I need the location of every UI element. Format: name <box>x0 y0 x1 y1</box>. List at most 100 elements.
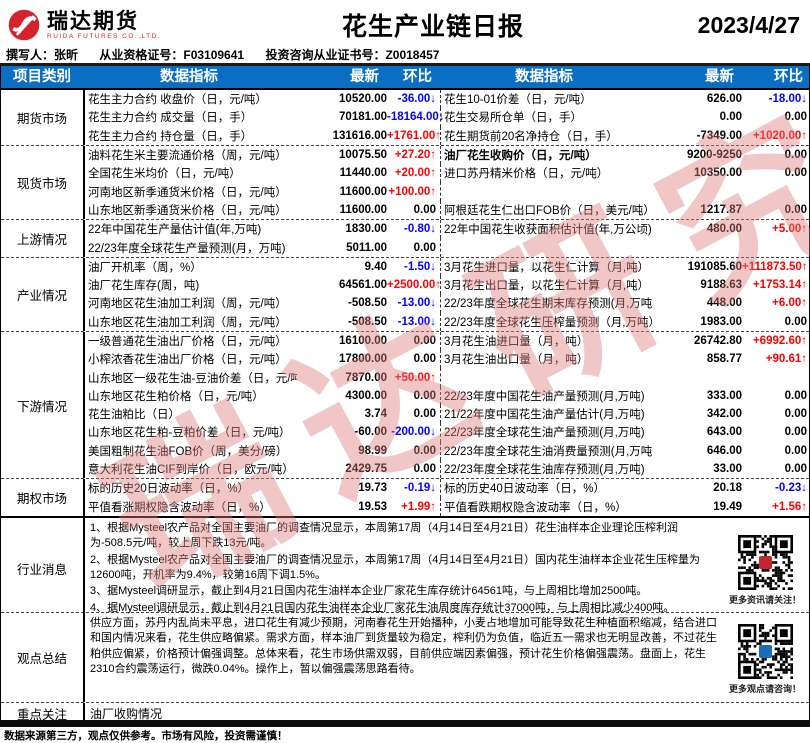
table-row: 平值看涨期权隐含波动率（日，%） 19.53 +1.99↑ 平值看跌期权隐含波动率（日… <box>85 497 810 516</box>
news-line: 2、根据Mysteel农产品对全国主要油厂的调查情况显示，本周第17周（4月14… <box>90 553 700 581</box>
indicator-label: 22/23年度全球花生油库存预测(月,万吨) <box>440 459 652 479</box>
section-category: 现货市场 <box>16 176 67 191</box>
table-row: 小榨浓香花生油出厂价格（日，元/吨） 17800.00 0.00 3月花生油出口量（月… <box>85 350 810 369</box>
section-category: 行业消息 <box>16 563 67 577</box>
latest-value: 1217.87 <box>700 203 742 216</box>
latest-value: 342.00 <box>706 408 742 421</box>
chg-value: -36.00↓ <box>397 93 436 106</box>
chg-value: 0.00 <box>784 167 807 180</box>
logo-en: RUIDA FUTURES CO.,LTD. <box>47 32 162 40</box>
latest-value: 64561.00 <box>339 279 387 292</box>
table-row: 河南地区新季通货米价格（日，元/吨） 11600.00 +100.00↑ <box>85 182 810 201</box>
chg-value: -13.00↓ <box>397 297 436 310</box>
chg-value: -0.19↓ <box>404 482 436 495</box>
indicator-label: 3月花生出口量，以花生仁计算（月,吨） <box>440 275 652 295</box>
logo-text: 瑞达期货 RUIDA FUTURES CO.,LTD. <box>47 10 162 40</box>
indicator-label: 一级普通花生油出厂价格（日，元/吨） <box>88 336 287 348</box>
indicator-label: 进口苏丹精米价格（日，元/吨） <box>440 164 652 183</box>
chg-value: 0.00 <box>784 444 807 457</box>
latest-value: 131616.00 <box>332 129 387 142</box>
latest-value: 4300.00 <box>345 389 387 402</box>
table-row: 标的历史20日波动率（日，%） 19.73 -0.19↓ 标的历史40日波动率（日，%… <box>85 479 810 498</box>
author: 撰写人：张昕 <box>6 48 79 62</box>
col-header-chg-left: 环比 <box>403 69 432 85</box>
indicator-label: 花生10-01价差（日，元/吨） <box>440 90 652 109</box>
indicator-label: 油厂花生收购价（日，元/吨） <box>440 145 652 165</box>
latest-value: 11440.00 <box>339 167 387 180</box>
table-row: 一级普通花生油出厂价格（日，元/吨） 16100.00 0.00 3月花生油进口量（月… <box>85 331 810 351</box>
data-table: 项目类别 数据指标 最新 环比 数据指标 最新 环比 期货市场 花生主力合约 收盘… <box>0 66 810 725</box>
section-category: 观点总结 <box>16 651 67 666</box>
latest-value: -508.50 <box>347 315 387 328</box>
table-section: 下游情况 一级普通花生油出厂价格（日，元/吨） 16100.00 0.00 3月花生油进… <box>1 331 810 480</box>
cert-number-1: 从业资格证号：F03109641 <box>99 48 245 62</box>
latest-value: 10350.00 <box>694 167 742 180</box>
indicator-label: 22/23年度中国花生油产量预测(月,万吨) <box>440 386 652 406</box>
chg-value: 0.00 <box>784 149 807 162</box>
byline: 撰写人：张昕 从业资格证号：F03109641 投资咨询从业证书号：Z00184… <box>0 46 810 66</box>
latest-value: -508.50 <box>347 297 387 310</box>
indicator-label: 3月花生油进口量（月，吨） <box>440 331 652 351</box>
chg-value: 0.00 <box>413 241 436 254</box>
latest-value: 16100.00 <box>339 335 387 347</box>
latest-value: 448.00 <box>706 297 742 310</box>
table-row: 山东地区花生粕-豆粕价差（日，元/吨） -60.00 -200.00↓ 22/23年度… <box>85 423 810 442</box>
col-header-category: 项目类别 <box>13 69 71 85</box>
indicator-label <box>440 238 652 257</box>
table-row: 山东地区花生粕价格（日，元/吨） 4300.00 0.00 22/23年度中国花生油产… <box>85 386 810 406</box>
indicator-label: 花生主力合约 持仓量（日，手） <box>88 130 253 143</box>
latest-value: 7870.00 <box>345 371 387 384</box>
indicator-label: 山东地区一级花生油-豆油价差（日，元/吨） <box>88 372 297 385</box>
chg-value: +27.20↑ <box>394 149 436 162</box>
col-header-latest-right: 最新 <box>705 69 734 85</box>
indicator-label: 小榨浓香花生油出厂价格（日，元/吨） <box>88 354 287 367</box>
latest-value: 11600.00 <box>339 185 387 198</box>
summary-row: 观点总结 供应方面，苏丹内乱尚未平息，进口花生有减少预期，河南春花生开始播种，小… <box>1 612 809 703</box>
chg-value: -200.00↓ <box>391 426 436 439</box>
section-rows: 22年中国花生产量估计值(年,万吨) 1830.00 -0.80↓ 22年中国花生收获… <box>83 220 810 257</box>
latest-value: 858.77 <box>706 353 742 366</box>
latest-value: 9200-9250 <box>687 149 742 162</box>
bottom-bar <box>0 720 810 727</box>
latest-value: 10075.50 <box>339 149 387 162</box>
section-category: 期权市场 <box>16 492 67 507</box>
chg-value: 0.00 <box>413 353 436 366</box>
table-row: 山东地区一级花生油-豆油价差（日，元/吨） 7870.00 +50.00↑ <box>85 368 810 387</box>
latest-value: 1983.00 <box>700 315 742 328</box>
latest-value: 19.49 <box>713 500 742 513</box>
chg-value: 0.00 <box>784 203 807 216</box>
indicator-label: 阿根廷花生仁出口FOB价（日，美元/吨） <box>440 200 652 220</box>
chg-value: -1.50↓ <box>404 260 436 273</box>
indicator-label: 3月花生油出口量（月，吨） <box>440 350 652 369</box>
latest-value: 3.74 <box>364 408 387 421</box>
table-row: 油厂开机率（周，%） 9.40 -1.50↓ 3月花生进口量，以花生仁计算（月,吨） 1… <box>85 257 810 276</box>
indicator-label: 全国花生米均价（日，元/吨） <box>88 168 241 181</box>
latest-value: -7349.00 <box>696 129 742 142</box>
table-header-row: 项目类别 数据指标 最新 环比 数据指标 最新 环比 <box>1 66 809 90</box>
latest-value: 26742.80 <box>694 335 742 347</box>
chg-value: +90.61↑ <box>765 353 807 366</box>
chg-value: 0.00 <box>413 463 436 476</box>
latest-value: 2429.75 <box>345 463 387 476</box>
indicator-label: 标的历史20日波动率（日，%） <box>88 483 250 496</box>
chg-value: 0.00 <box>784 111 807 124</box>
latest-value: 19.73 <box>358 482 387 495</box>
news-content: 1、根据Mysteel农产品对全国主要油厂的调查情况显示，本周第17周（4月14… <box>83 517 721 620</box>
indicator-label: 花生油粕比（日） <box>88 409 180 422</box>
table-row: 22年中国花生产量估计值(年,万吨) 1830.00 -0.80↓ 22年中国花生收获… <box>85 220 810 239</box>
chg-value: -0.23↓ <box>775 482 807 495</box>
col-header-indicator-left: 数据指标 <box>160 69 218 85</box>
indicator-label: 花生主力合约 收盘价（日，元/吨） <box>88 94 267 107</box>
news-line: 4、据Mysteel调研显示，截止到4月21日国内花生油样本企业厂家花生油周度库… <box>90 601 675 614</box>
summary-qr-block: 更多观点请咨询！ <box>721 613 809 702</box>
page-title: 花生产业链日报 <box>341 13 524 41</box>
chg-value: +2500.00↑ <box>387 279 442 292</box>
indicator-label: 油料花生米主要流通价格（周，元/吨） <box>88 150 287 163</box>
indicator-label: 3月花生进口量，以花生仁计算（月,吨） <box>440 257 652 276</box>
chg-value: 0.00 <box>784 389 807 402</box>
latest-value: 10520.00 <box>339 93 387 106</box>
chg-value: -18164.00↓ <box>387 111 445 124</box>
section-rows: 油厂开机率（周，%） 9.40 -1.50↓ 3月花生进口量，以花生仁计算（月,吨） 1… <box>83 257 810 331</box>
table-row: 22/23年度全球花生产量预测(月，万吨) 5011.00 0.00 <box>85 238 810 257</box>
